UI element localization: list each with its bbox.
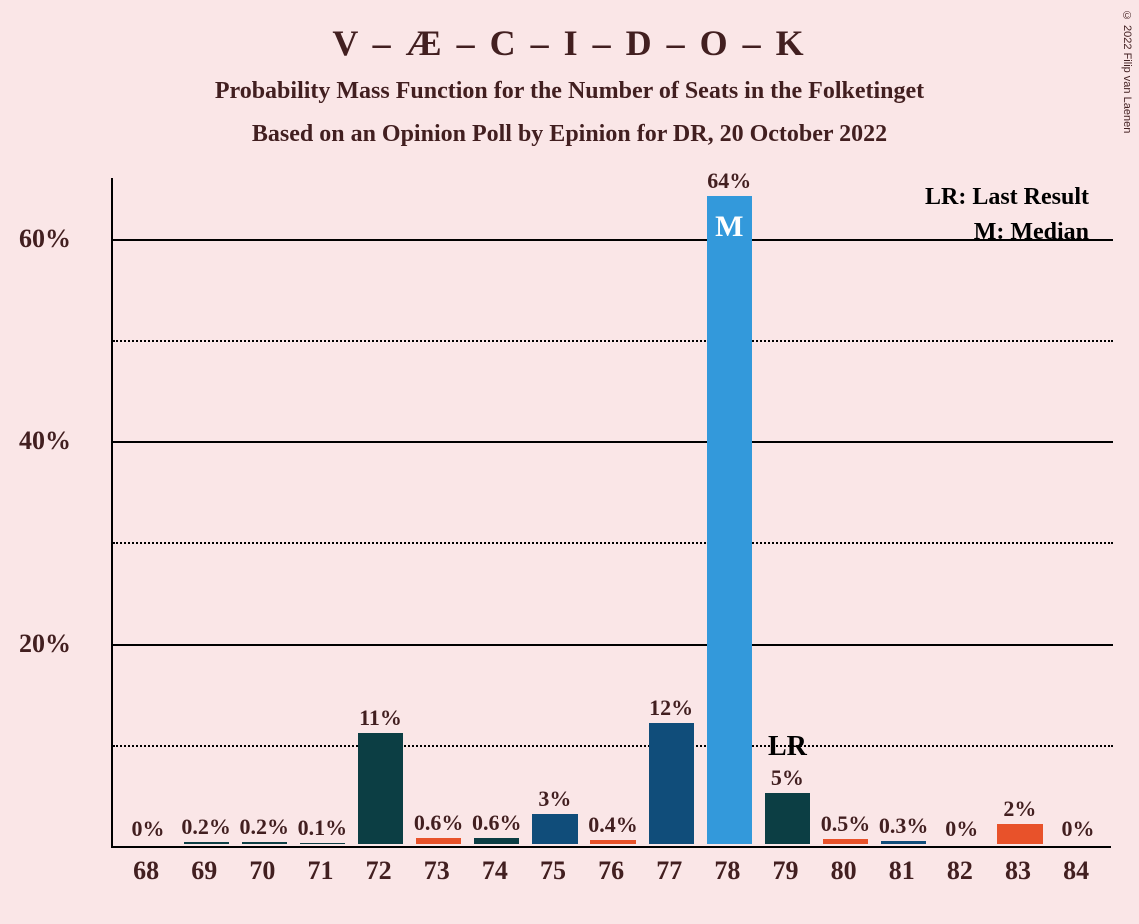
bar-value-label: 0.2% (181, 814, 231, 842)
bar-slot: 0.6% (468, 176, 526, 844)
copyright-text: © 2022 Filip van Laenen (1121, 10, 1133, 133)
bar-slot: LR5% (758, 176, 816, 844)
bar-slot: 0.6% (410, 176, 468, 844)
x-axis-labels: 6869707172737475767778798081828384 (111, 856, 1111, 886)
chart-subtitle-1: Probability Mass Function for the Number… (0, 64, 1139, 105)
bar-slot: 2% (991, 176, 1049, 844)
x-tick-label: 84 (1047, 856, 1105, 886)
bar: 12% (649, 723, 694, 844)
legend: LR: Last Result M: Median (925, 184, 1089, 254)
bar-value-label: 0.6% (414, 810, 464, 838)
bar-slot: 0% (933, 176, 991, 844)
median-marker: M (715, 210, 743, 244)
bar: 0.5% (823, 839, 868, 844)
bar-slot: 12% (642, 176, 700, 844)
chart-subtitle-2: Based on an Opinion Poll by Epinion for … (0, 105, 1139, 148)
bar-slot: 0.2% (177, 176, 235, 844)
bar-value-label: 0.4% (588, 812, 638, 840)
x-tick-label: 71 (291, 856, 349, 886)
bar: 2% (997, 824, 1042, 844)
bar: 5% (765, 793, 810, 844)
bar-value-label: 0% (1062, 816, 1095, 844)
bar-slot: 0.5% (817, 176, 875, 844)
x-tick-label: 73 (408, 856, 466, 886)
bars-container: 0%0.2%0.2%0.1%11%0.6%0.6%3%0.4%12%64%MLR… (113, 176, 1113, 844)
bar: 3% (532, 814, 577, 844)
x-tick-label: 82 (931, 856, 989, 886)
bar-slot: 0% (119, 176, 177, 844)
x-tick-label: 72 (350, 856, 408, 886)
x-tick-label: 68 (117, 856, 175, 886)
x-tick-label: 75 (524, 856, 582, 886)
chart-title: V – Æ – C – I – D – O – K (0, 0, 1139, 64)
y-tick-label: 60% (0, 224, 71, 254)
bar-slot: 0.3% (875, 176, 933, 844)
bar-slot: 64%M (700, 176, 758, 844)
bar: 0.6% (474, 838, 519, 844)
bar-value-label: 64% (707, 168, 751, 196)
bar-value-label: 0.6% (472, 810, 522, 838)
x-tick-label: 78 (698, 856, 756, 886)
x-tick-label: 76 (582, 856, 640, 886)
legend-lr: LR: Last Result (925, 184, 1089, 211)
bar-value-label: 0.2% (240, 814, 290, 842)
x-tick-label: 74 (466, 856, 524, 886)
x-tick-label: 77 (640, 856, 698, 886)
bar-value-label: 2% (1003, 796, 1036, 824)
plot-region: 0%0.2%0.2%0.1%11%0.6%0.6%3%0.4%12%64%MLR… (111, 178, 1111, 848)
x-tick-label: 79 (756, 856, 814, 886)
bar: 0.2% (184, 842, 229, 844)
bar-value-label: 0% (945, 816, 978, 844)
x-tick-label: 80 (815, 856, 873, 886)
bar: 0.6% (416, 838, 461, 844)
bar: 0.1% (300, 843, 345, 844)
bar-value-label: 0.1% (298, 815, 348, 843)
bar: 0.3% (881, 841, 926, 844)
bar-value-label: 5% (771, 765, 804, 793)
x-tick-label: 69 (175, 856, 233, 886)
bar: 0.2% (242, 842, 287, 844)
bar-value-label: 3% (538, 786, 571, 814)
bar: 11% (358, 733, 403, 844)
bar-slot: 0.2% (235, 176, 293, 844)
bar-value-label: 0.5% (821, 811, 871, 839)
bar-slot: 0.1% (293, 176, 351, 844)
bar-value-label: 12% (649, 695, 693, 723)
bar-value-label: 0.3% (879, 813, 929, 841)
bar-value-label: 11% (359, 705, 402, 733)
y-tick-label: 20% (0, 629, 71, 659)
bar: 0.4% (590, 840, 635, 844)
x-tick-label: 81 (873, 856, 931, 886)
y-tick-label: 40% (0, 426, 71, 456)
x-tick-label: 70 (233, 856, 291, 886)
bar: 64%M (707, 196, 752, 844)
bar-value-label: 0% (132, 816, 165, 844)
bar-slot: 3% (526, 176, 584, 844)
chart-area: 0%0.2%0.2%0.1%11%0.6%0.6%3%0.4%12%64%MLR… (111, 178, 1111, 848)
bar-slot: 0% (1049, 176, 1107, 844)
legend-m: M: Median (925, 219, 1089, 246)
bar-slot: 0.4% (584, 176, 642, 844)
lr-marker: LR (768, 731, 807, 763)
x-tick-label: 83 (989, 856, 1047, 886)
bar-slot: 11% (352, 176, 410, 844)
